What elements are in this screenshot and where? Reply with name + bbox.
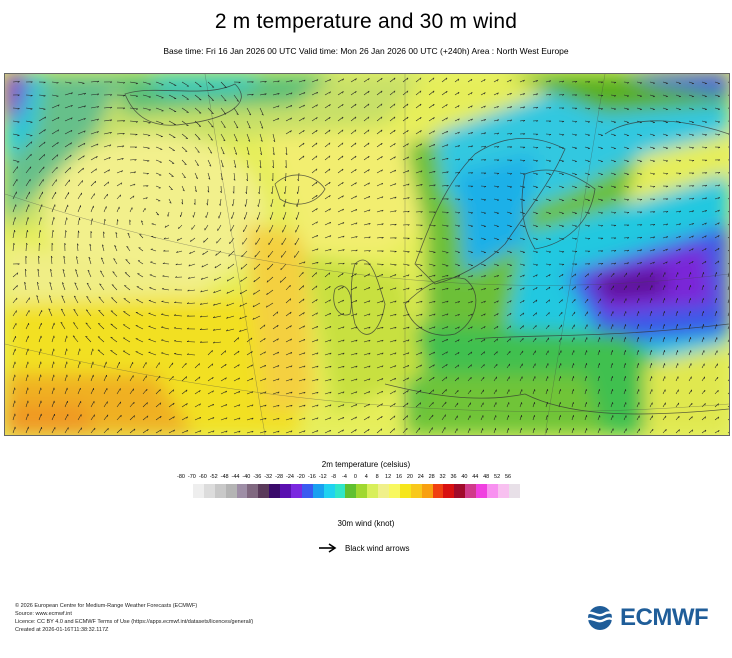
color-bar-cell — [214, 484, 226, 498]
color-bar-cell — [258, 484, 270, 498]
color-bar-cell — [291, 484, 302, 498]
map-canvas — [5, 74, 729, 435]
map-subtitle: Base time: Fri 16 Jan 2026 00 UTC Valid … — [163, 46, 569, 56]
legend-tick-label: 20 — [406, 474, 413, 480]
footer: © 2026 European Centre for Medium-Range … — [15, 602, 253, 634]
legend-ticks: -80 -70 -60 -52 -48 -44 -40 -36 -32 -28 -24 -20 -16-… — [0, 474, 732, 484]
legend-tick-label: -36 — [253, 474, 262, 480]
wind-legend-title: 30m wind (knot) — [337, 519, 395, 528]
temperature-wind-map[interactable] — [4, 73, 730, 436]
color-bar-cell — [236, 484, 248, 498]
legend-tick-label: 56 — [504, 474, 512, 480]
color-bar-cell — [334, 484, 346, 498]
legend-tick-label: 12 — [385, 474, 392, 480]
color-bar-cell — [465, 484, 477, 498]
footer-licence: Licence: CC BY 4.0 and ECMWF Terms of Us… — [15, 619, 254, 625]
legend-tick-label: 24 — [417, 474, 424, 480]
legend-tick-label: 32 — [439, 474, 446, 480]
color-bar — [193, 484, 520, 498]
legend-tick-label: -8 — [331, 474, 337, 480]
legend-tick-label: -20 — [296, 474, 305, 480]
ecmwf-logo-text: ECMWF — [620, 604, 709, 631]
color-bar-cell — [432, 484, 444, 498]
legend-title: 2m temperature (celsius) — [321, 460, 411, 469]
color-bar-cell — [443, 484, 455, 498]
arrow-icon — [319, 543, 337, 553]
ecmwf-logo[interactable]: ECMWF — [583, 604, 709, 632]
color-bar-cell — [367, 484, 379, 498]
color-bar-cell — [410, 484, 422, 498]
color-bar-cell — [378, 484, 390, 498]
legend-tick-label: 8 — [375, 474, 379, 480]
color-bar-cell — [497, 484, 509, 498]
color-bar-cell — [389, 484, 400, 498]
legend-tick-label: -70 — [187, 474, 196, 480]
color-bar-cell — [508, 484, 520, 498]
legend-tick-label: 40 — [461, 474, 468, 480]
legend-tick-label: -16 — [307, 474, 316, 480]
color-bar-cell — [312, 484, 324, 498]
legend-tick-label: 4 — [364, 474, 368, 480]
legend-tick-label: -4 — [342, 474, 347, 480]
color-bar-cell — [280, 484, 292, 498]
color-bar-cell — [487, 484, 498, 498]
color-bar-cell — [399, 484, 411, 498]
legend-tick-label: -60 — [198, 474, 207, 480]
color-bar-cell — [323, 484, 335, 498]
legend-tick-label: -28 — [275, 474, 284, 480]
color-bar-cell — [247, 484, 259, 498]
legend-tick-label: 0 — [353, 474, 357, 480]
footer-created: Created at 2026-01-16T11:38:32.117Z — [15, 627, 109, 633]
legend-tick-label: 16 — [395, 474, 403, 480]
legend-tick-label: 28 — [428, 474, 435, 480]
color-bar-cell — [193, 484, 204, 498]
color-bar-cell — [421, 484, 433, 498]
color-bar-cell — [345, 484, 357, 498]
legend-tick-label: -32 — [264, 474, 273, 480]
legend-tick-label: 52 — [494, 474, 501, 480]
color-bar-cell — [454, 484, 466, 498]
wind-arrow-text: Black wind arrows — [345, 543, 410, 553]
graticule — [5, 74, 729, 435]
footer-source: Source: www.ecmwf.int — [15, 611, 72, 617]
color-bar-cell — [301, 484, 313, 498]
temperature-field — [5, 74, 729, 435]
legend-tick-label: -12 — [318, 474, 327, 480]
color-bar-cell — [476, 484, 488, 498]
legend-tick-label: -44 — [231, 474, 240, 480]
wind-arrows — [12, 77, 729, 434]
ecmwf-logo-icon — [585, 606, 615, 630]
legend-tick-label: 36 — [450, 474, 457, 480]
color-bar-cell — [203, 484, 215, 498]
legend-tick-label: 44 — [472, 474, 479, 480]
legend-tick-label: -52 — [209, 474, 218, 480]
legend-tick-label: -40 — [242, 474, 251, 480]
legend-tick-label: -24 — [286, 474, 294, 480]
map-title: 2 m temperature and 30 m wind — [214, 10, 518, 33]
legend-tick-label: -48 — [220, 474, 229, 480]
color-bar-cell — [269, 484, 281, 498]
legend-tick-label: -80 — [177, 474, 185, 480]
color-bar-cell — [356, 484, 368, 498]
legend-tick-label: 48 — [483, 474, 490, 480]
wind-arrow-legend: Black wind arrows — [319, 543, 409, 553]
footer-copyright: © 2026 European Centre for Medium-Range … — [15, 603, 198, 609]
color-bar-cell — [225, 484, 237, 498]
